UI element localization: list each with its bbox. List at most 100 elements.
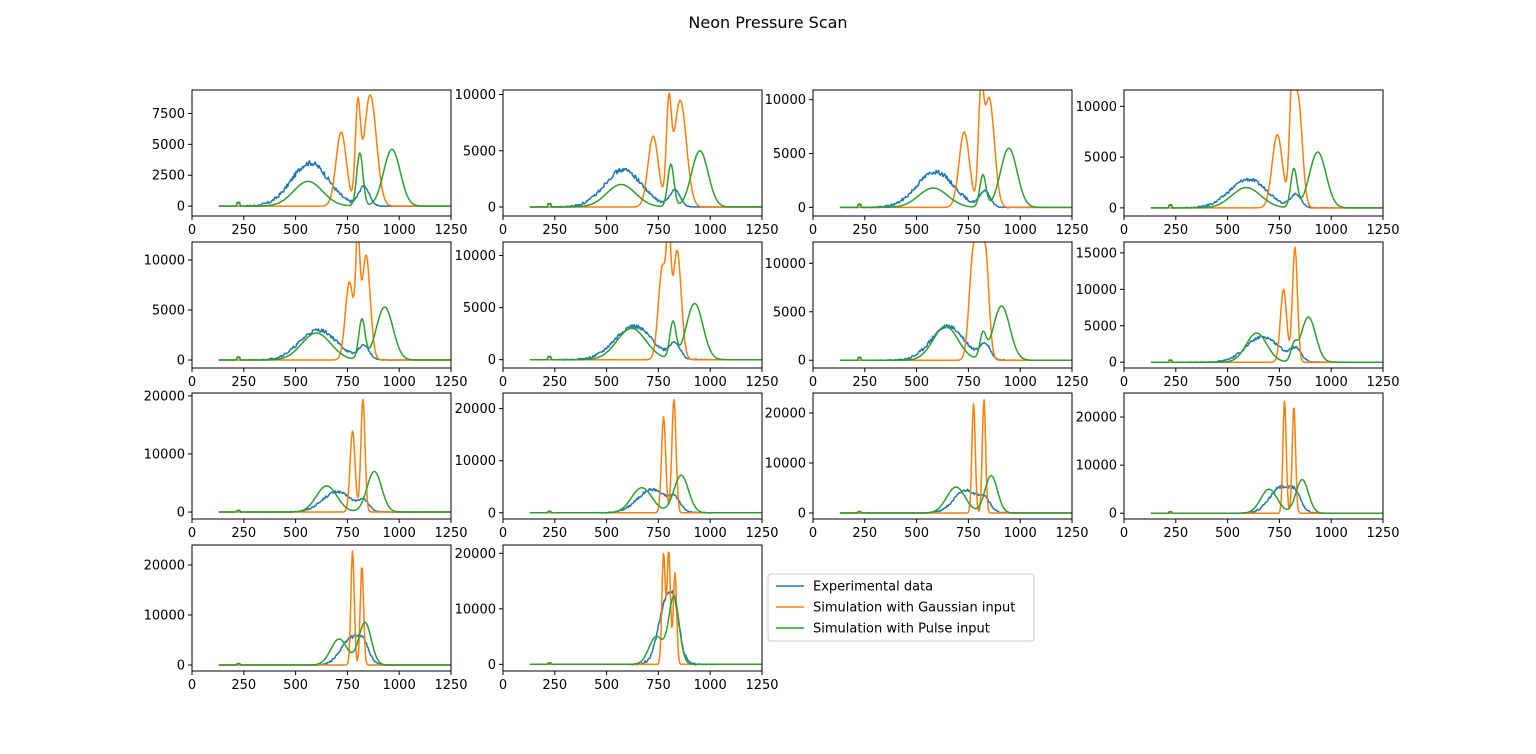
x-tick-label: 250 <box>231 375 256 390</box>
x-tick-label: 500 <box>594 678 619 693</box>
y-tick-label: 5000 <box>1084 151 1117 166</box>
series-experimental-data <box>218 328 451 362</box>
y-tick-label: 10000 <box>1076 459 1117 474</box>
subplot-frame <box>502 89 763 217</box>
y-tick-label: 10000 <box>455 602 496 617</box>
x-tick-label: 250 <box>231 223 256 238</box>
x-tick-label: 500 <box>594 223 619 238</box>
x-tick-label: 1250 <box>1366 526 1399 541</box>
series-simulation-gaussian <box>529 399 762 514</box>
subplot-8: 0 250 500 750 1000 1250 0 5000 10000 15000 <box>1076 241 1400 390</box>
x-tick-label: 750 <box>1267 526 1292 541</box>
y-tick-label: 0 <box>177 200 185 215</box>
y-tick-label: 0 <box>177 354 185 369</box>
subplot-frame <box>191 89 452 217</box>
x-tick-label: 250 <box>852 223 877 238</box>
y-tick-label: 5000 <box>463 144 496 159</box>
y-tick-label: 5000 <box>773 305 806 320</box>
series-simulation-pulse <box>839 305 1072 361</box>
series-simulation-gaussian <box>218 398 451 513</box>
series-simulation-gaussian <box>1150 90 1383 209</box>
series-simulation-pulse <box>1150 316 1383 363</box>
x-tick-label: 0 <box>1120 526 1128 541</box>
y-tick-label: 5000 <box>152 304 185 319</box>
x-tick-label: 1000 <box>694 223 727 238</box>
x-tick-label: 250 <box>231 526 256 541</box>
series-experimental-data <box>839 323 1072 362</box>
y-tick-label: 0 <box>1109 201 1117 216</box>
x-tick-label: 750 <box>956 223 981 238</box>
x-tick-label: 0 <box>1120 223 1128 238</box>
y-tick-label: 10000 <box>144 254 185 269</box>
x-tick-label: 1000 <box>694 375 727 390</box>
y-tick-label: 0 <box>1109 356 1117 371</box>
x-tick-label: 0 <box>809 526 817 541</box>
y-tick-label: 0 <box>488 506 496 521</box>
series-experimental-data <box>1150 334 1383 364</box>
x-tick-label: 1250 <box>745 375 778 390</box>
x-tick-label: 1000 <box>1315 223 1348 238</box>
y-tick-label: 0 <box>798 354 806 369</box>
x-tick-label: 250 <box>1163 223 1188 238</box>
x-tick-label: 1250 <box>434 375 467 390</box>
subplot-frame <box>812 241 1073 369</box>
x-tick-label: 1000 <box>1004 223 1037 238</box>
y-tick-label: 0 <box>798 507 806 522</box>
x-tick-label: 250 <box>852 375 877 390</box>
y-tick-label: 10000 <box>455 249 496 264</box>
series-simulation-pulse <box>218 306 451 361</box>
x-tick-label: 750 <box>335 526 360 541</box>
subplot-3: 0 250 500 750 1000 1250 0 5000 10000 <box>765 89 1089 238</box>
subplot-4: 0 250 500 750 1000 1250 0 5000 10000 <box>1076 89 1400 238</box>
y-tick-label: 0 <box>488 658 496 673</box>
subplot-frame <box>502 544 763 672</box>
x-tick-label: 0 <box>499 678 507 693</box>
series-simulation-gaussian <box>839 90 1072 209</box>
subplot-frame <box>1123 241 1384 369</box>
subplot-frame <box>1123 392 1384 520</box>
y-tick-label: 2500 <box>152 169 185 184</box>
x-tick-label: 1000 <box>383 526 416 541</box>
x-tick-label: 750 <box>646 375 671 390</box>
x-tick-label: 750 <box>1267 375 1292 390</box>
y-tick-label: 10000 <box>765 93 806 108</box>
x-tick-label: 1250 <box>745 526 778 541</box>
x-tick-label: 500 <box>283 526 308 541</box>
x-tick-label: 500 <box>1215 526 1240 541</box>
y-tick-label: 5000 <box>773 147 806 162</box>
y-tick-label: 10000 <box>765 257 806 272</box>
series-experimental-data <box>839 488 1072 514</box>
x-tick-label: 750 <box>646 526 671 541</box>
x-tick-label: 500 <box>904 223 929 238</box>
legend: Experimental data Simulation with Gaussia… <box>767 573 1035 642</box>
subplot-11: 0 250 500 750 1000 1250 0 10000 20000 <box>765 392 1089 541</box>
x-tick-label: 0 <box>809 223 817 238</box>
x-tick-label: 0 <box>188 526 196 541</box>
x-tick-label: 500 <box>1215 375 1240 390</box>
x-tick-label: 1000 <box>1004 526 1037 541</box>
subplot-13: 0 250 500 750 1000 1250 0 10000 20000 <box>144 544 468 693</box>
subplot-6: 0 250 500 750 1000 1250 0 5000 10000 <box>455 241 779 390</box>
x-tick-label: 1000 <box>694 526 727 541</box>
x-tick-label: 500 <box>904 526 929 541</box>
x-tick-label: 500 <box>1215 223 1240 238</box>
subplot-frame <box>502 392 763 520</box>
series-experimental-data <box>529 323 762 361</box>
y-tick-label: 0 <box>177 506 185 521</box>
figure-title: Neon Pressure Scan <box>688 13 847 32</box>
x-tick-label: 500 <box>283 223 308 238</box>
subplot-frame <box>502 241 763 369</box>
x-tick-label: 0 <box>188 375 196 390</box>
series-simulation-pulse <box>218 470 451 513</box>
x-tick-label: 1000 <box>694 678 727 693</box>
series-simulation-pulse <box>529 595 762 666</box>
subplot-frame <box>812 89 1073 217</box>
series-simulation-gaussian <box>529 551 762 666</box>
x-tick-label: 0 <box>1120 375 1128 390</box>
x-tick-label: 0 <box>188 223 196 238</box>
series-simulation-gaussian <box>1150 400 1383 514</box>
x-tick-label: 750 <box>335 375 360 390</box>
series-simulation-pulse <box>1150 478 1383 514</box>
